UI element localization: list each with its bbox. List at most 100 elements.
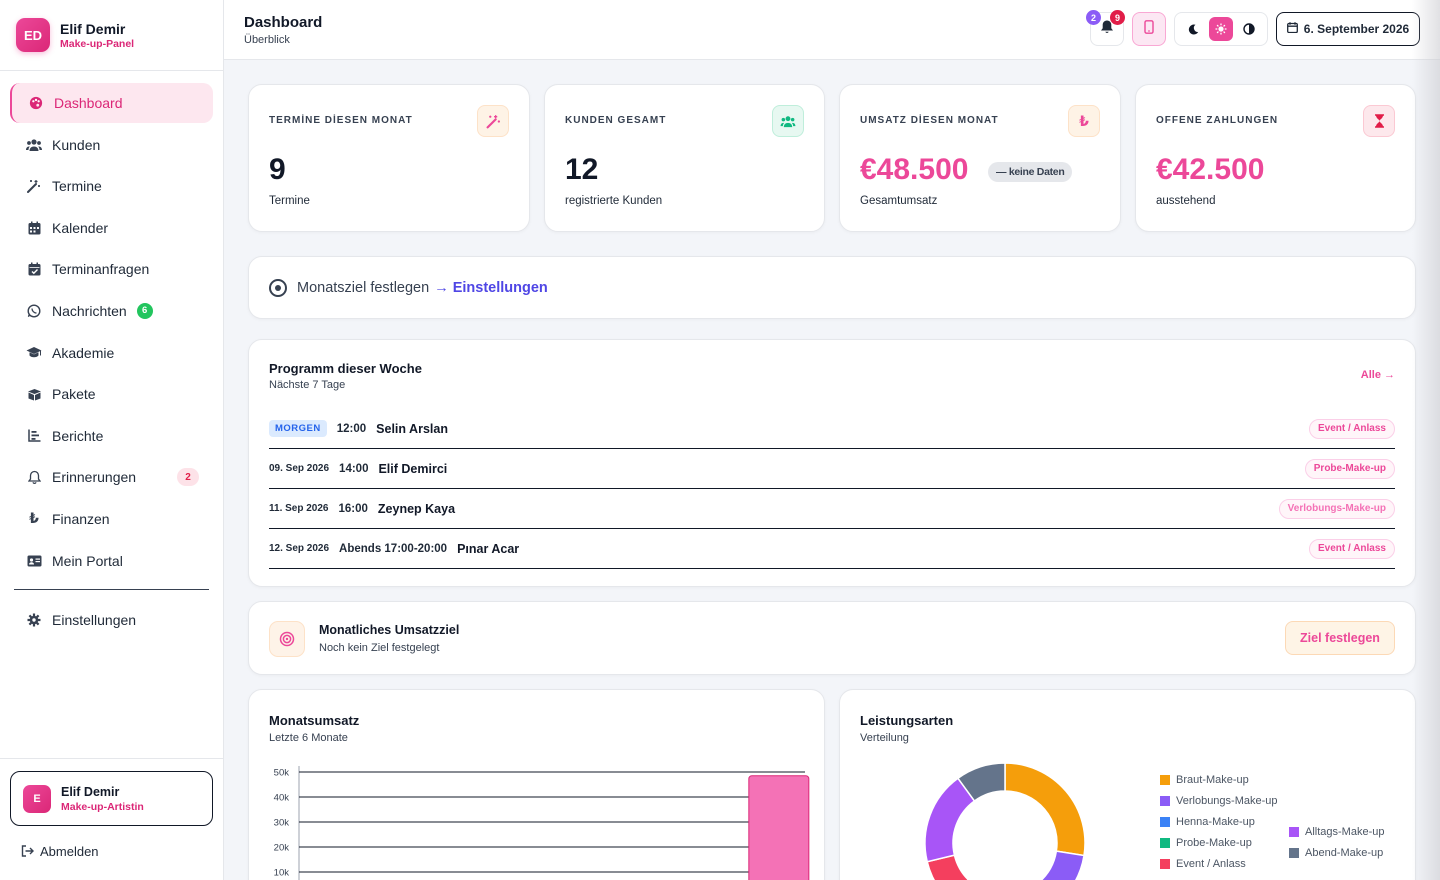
current-date: 6. September 2026 xyxy=(1303,22,1410,36)
appointment-row[interactable]: 11. Sep 2026 16:00 Zeynep Kaya Verlobung… xyxy=(269,489,1395,529)
appointment-day: MORGEN xyxy=(269,420,327,437)
calendar-check-icon xyxy=(26,261,42,277)
users-icon xyxy=(772,105,804,137)
chart-subtitle: Verteilung xyxy=(860,732,909,744)
appointment-client: Elif Demirci xyxy=(378,461,448,476)
sidebar-item-label: Mein Portal xyxy=(52,552,123,569)
chart-title: Monatsumsatz xyxy=(269,713,360,728)
brand-avatar: ED xyxy=(16,18,50,52)
legend-item: Alltags-Make-up xyxy=(1289,826,1384,838)
revenue-goal-card: Monatliches Umsatzziel Noch kein Ziel fe… xyxy=(248,601,1416,675)
legend-item: Henna-Make-up xyxy=(1160,816,1255,828)
appointment-day: 11. Sep 2026 xyxy=(269,503,329,514)
bell-icon xyxy=(26,469,42,485)
sidebar-item-kalender[interactable]: Kalender xyxy=(10,208,213,248)
appointment-time: 16:00 xyxy=(338,502,368,515)
users-icon xyxy=(26,137,42,153)
wand-icon xyxy=(26,178,42,194)
sidebar-item-nachrichten[interactable]: Nachrichten 6 xyxy=(10,291,213,331)
stat-label: UMSATZ DİESEN MONAT xyxy=(860,115,999,126)
sidebar-item-mein-portal[interactable]: Mein Portal xyxy=(10,541,213,581)
appointment-client: Pınar Acar xyxy=(457,541,520,556)
sidebar: ED Elif Demir Make-up-Panel Dashboard Ku… xyxy=(0,0,224,880)
sidebar-item-termine[interactable]: Termine xyxy=(10,166,213,206)
legend-swatch xyxy=(1160,796,1170,806)
legend-item: Braut-Make-up xyxy=(1160,774,1249,786)
goal-banner-text: Monatsziel festlegen xyxy=(297,279,430,296)
appointment-client: Selin Arslan xyxy=(376,421,448,436)
all-appointments-link[interactable]: Alle → xyxy=(1360,369,1395,381)
sidebar-item-pakete[interactable]: Pakete xyxy=(10,374,213,414)
reminders-badge: 2 xyxy=(177,468,199,487)
stat-card-offene-zahlungen: OFFENE ZAHLUNGEN €42.500 ausstehend xyxy=(1135,84,1416,232)
brand: ED Elif Demir Make-up-Panel xyxy=(0,0,223,71)
appointment-client: Zeynep Kaya xyxy=(377,501,456,516)
legend-swatch xyxy=(1289,827,1299,837)
notifications-button[interactable]: 2 9 xyxy=(1086,10,1125,46)
appointment-day: 12. Sep 2026 xyxy=(269,543,330,554)
phone-icon xyxy=(1144,19,1154,39)
donut-slice xyxy=(956,762,1006,802)
settings-link[interactable]: → Einstellungen xyxy=(434,279,548,296)
sidebar-item-dashboard[interactable]: Dashboard xyxy=(10,83,213,123)
legend-label: Alltags-Make-up xyxy=(1305,826,1385,838)
no-data-badge: — keine Daten xyxy=(988,162,1073,182)
user-role: Make-up-Artistin xyxy=(61,800,144,813)
contrast-icon[interactable] xyxy=(1237,17,1261,41)
sidebar-item-finanzen[interactable]: ₺ Finanzen xyxy=(10,499,213,539)
sidebar-item-terminanfragen[interactable]: Terminanfragen xyxy=(10,249,213,289)
legend-item: Event / Anlass xyxy=(1160,858,1246,870)
sidebar-item-label: Pakete xyxy=(52,386,96,403)
target-icon xyxy=(269,621,305,657)
stat-foot: Termine xyxy=(269,195,310,207)
appointment-time: Abends 17:00-20:00 xyxy=(339,542,448,555)
stat-foot: ausstehend xyxy=(1156,195,1216,207)
logout-button[interactable]: Abmelden xyxy=(20,843,99,859)
sidebar-item-kunden[interactable]: Kunden xyxy=(10,125,213,165)
avatar: E xyxy=(23,784,51,813)
graduation-cap-icon xyxy=(26,345,42,361)
user-card[interactable]: E Elif Demir Make-up-Artistin xyxy=(10,771,213,826)
appointment-row[interactable]: 12. Sep 2026 Abends 17:00-20:00 Pınar Ac… xyxy=(269,529,1395,569)
date-button[interactable]: 6. September 2026 xyxy=(1276,12,1420,46)
set-goal-button[interactable]: Ziel festlegen xyxy=(1285,621,1395,655)
sidebar-item-label: Finanzen xyxy=(52,510,110,527)
sidebar-item-label: Kalender xyxy=(52,219,109,236)
wand-icon xyxy=(477,105,509,137)
page-subtitle: Überblick xyxy=(244,34,290,46)
appointment-row[interactable]: 09. Sep 2026 14:00 Elif Demirci Probe-Ma… xyxy=(269,449,1395,489)
logout-label: Abmelden xyxy=(40,843,99,859)
y-tick-label: 50k xyxy=(274,768,290,779)
sidebar-item-einstellungen[interactable]: Einstellungen xyxy=(10,600,213,640)
sidebar-footer-divider xyxy=(0,758,224,759)
notification-badge-red: 9 xyxy=(1110,10,1125,25)
service-types-card: Leistungsarten Verteilung Braut-Make-up V… xyxy=(839,689,1416,880)
stat-value: 9 xyxy=(269,153,286,186)
box-icon xyxy=(26,386,42,402)
logout-icon xyxy=(20,843,34,859)
appointment-time: 12:00 xyxy=(336,422,367,435)
sidebar-item-berichte[interactable]: Berichte xyxy=(10,416,213,456)
stat-value: 12 xyxy=(565,153,599,186)
sidebar-item-erinnerungen[interactable]: Erinnerungen 2 xyxy=(10,457,213,497)
sidebar-divider xyxy=(14,588,209,590)
sun-icon[interactable] xyxy=(1209,17,1233,41)
appointment-row[interactable]: MORGEN 12:00 Selin Arslan Event / Anlass xyxy=(269,409,1395,449)
mobile-view-button[interactable] xyxy=(1132,12,1166,46)
sidebar-item-label: Nachrichten xyxy=(52,302,127,319)
sidebar-item-akademie[interactable]: Akademie xyxy=(10,333,213,373)
donut-slice xyxy=(1040,850,1085,880)
legend-swatch xyxy=(1160,775,1170,785)
gear-icon xyxy=(26,612,42,628)
sidebar-item-label: Dashboard xyxy=(54,95,123,111)
goal-banner[interactable]: Monatsziel festlegen → Einstellungen xyxy=(248,256,1416,319)
sidebar-item-label: Terminanfragen xyxy=(52,261,150,278)
appointment-day: 09. Sep 2026 xyxy=(269,463,330,474)
user-name: Elif Demir xyxy=(61,784,120,799)
moon-icon[interactable] xyxy=(1181,17,1205,41)
sidebar-item-label: Akademie xyxy=(52,344,115,361)
donut-chart xyxy=(924,762,1086,880)
y-tick-label: 20k xyxy=(274,843,290,854)
stat-label: KUNDEN GESAMT xyxy=(565,115,667,126)
legend-label: Probe-Make-up xyxy=(1176,837,1252,849)
